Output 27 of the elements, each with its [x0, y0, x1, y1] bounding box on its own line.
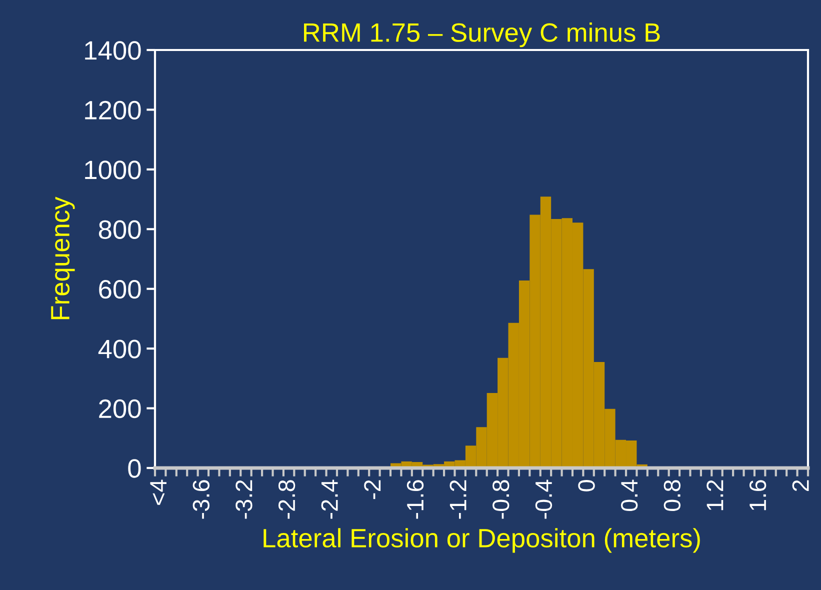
x-tick-label: -2 [364, 480, 381, 500]
y-axis-title: Frequency [51, 196, 75, 320]
x-tick-label: -3.2 [236, 480, 252, 519]
x-tick-label: 2 [792, 480, 809, 492]
chart-title: RRM 1.75 – Survey C minus B [304, 22, 660, 48]
x-tick-label: -3.6 [192, 480, 210, 519]
y-tick-label: 1400 [85, 41, 141, 60]
x-tick-label: -1.6 [406, 480, 424, 519]
x-axis-title: Lateral Erosion or Depositon (meters) [264, 528, 700, 553]
y-tick-label: 400 [98, 340, 141, 358]
y-tick-label: 800 [98, 220, 141, 239]
x-tick-label: -1.2 [450, 480, 466, 519]
y-tick-label: 600 [99, 280, 141, 299]
x-tick-label: 0.4 [620, 480, 638, 512]
y-tick-label: 1200 [85, 100, 141, 120]
y-tick-label: 0 [128, 459, 141, 478]
x-tick-label: -2.4 [321, 480, 338, 519]
y-tick-label: 1000 [85, 160, 141, 180]
x-tick-label: -0.8 [492, 480, 510, 519]
x-tick-label: 0.8 [664, 480, 681, 512]
y-tick-label: 200 [99, 399, 141, 418]
x-tick-label: -2.8 [278, 480, 296, 519]
x-tick-label: -0.4 [535, 480, 552, 519]
x-tick-label: 1.2 [706, 480, 724, 510]
x-tick-label: 1.6 [749, 480, 766, 510]
x-tick-label: 0 [578, 480, 595, 492]
x-tick-label: <4 [150, 480, 166, 505]
